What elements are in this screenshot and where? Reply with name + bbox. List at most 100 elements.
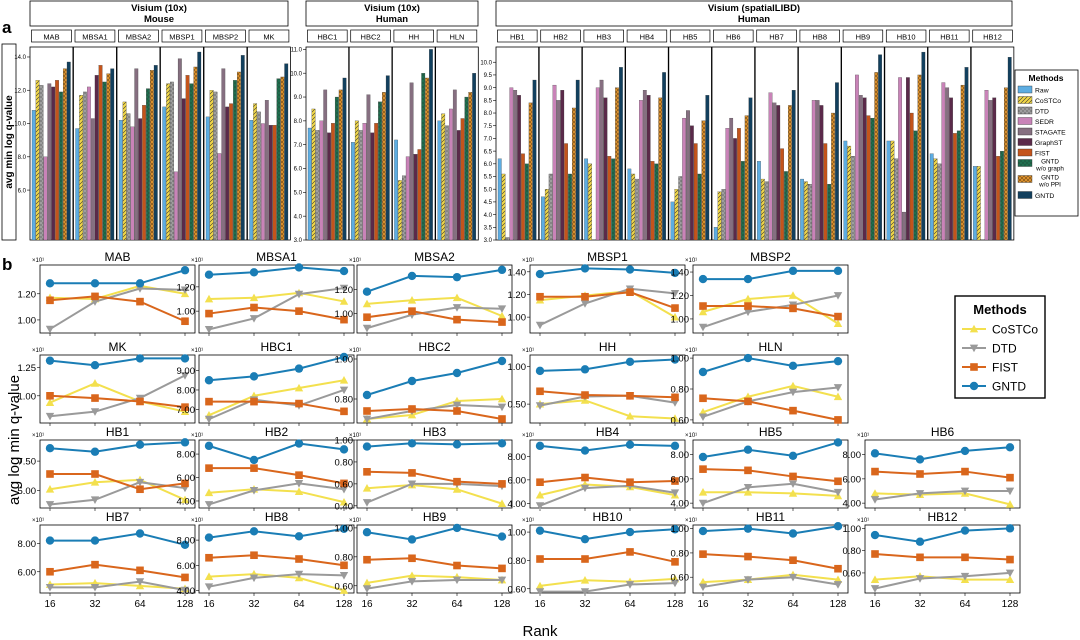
point-fist	[916, 553, 924, 562]
ytick-label: 0.80	[335, 552, 354, 563]
point-fist	[671, 558, 679, 566]
legend-a-swatch	[1017, 159, 1033, 167]
subplot-hb7: HB7 ×10¹ 6.00 8.00 16 32 64 128	[18, 510, 196, 610]
bar-sedr	[984, 90, 989, 241]
point-fist	[91, 560, 99, 569]
point-costco	[788, 381, 798, 390]
dataset-label: HBC1	[317, 32, 337, 41]
legend-a-label: SEDR	[1035, 119, 1054, 126]
point-dtd	[339, 386, 349, 395]
bar-stagate	[902, 211, 906, 241]
bar-sedr	[682, 117, 686, 241]
series-line-costco	[208, 488, 345, 504]
point-fist	[498, 318, 506, 326]
point-fist	[626, 288, 634, 296]
point-gntd	[535, 441, 545, 451]
bar-costco	[847, 145, 852, 241]
ytick-label: 0.60	[335, 581, 354, 592]
point-fist	[91, 394, 99, 402]
bar-graphst	[862, 97, 867, 241]
point-costco	[180, 407, 190, 416]
subplot-title: HB12	[927, 510, 957, 524]
ytick-label: 4.5	[484, 200, 493, 206]
point-fist	[1006, 555, 1014, 564]
bar-raw	[713, 227, 718, 241]
point-dtd	[45, 501, 55, 509]
bar-gntd-w-o-ppi	[425, 77, 429, 241]
point-gntd	[580, 365, 590, 374]
subplot-hbc2: HBC2 ×10¹ 0.80 1.00	[335, 340, 513, 426]
subplot-title: HBC2	[418, 340, 450, 354]
bar-fist	[331, 123, 335, 241]
series-line-gntd	[49, 357, 185, 367]
bar-raw	[800, 178, 804, 241]
bar-graphst	[733, 138, 737, 241]
point-costco	[698, 307, 708, 316]
ytick-label: 0.40	[335, 501, 354, 512]
series-line-costco	[366, 483, 503, 505]
legend-a-swatch	[1017, 127, 1033, 136]
point-gntd	[45, 356, 55, 365]
ytick-label: 0.60	[508, 584, 527, 595]
bar-gntd-w-o-graph	[611, 158, 616, 241]
point-gntd	[698, 526, 708, 536]
bar-gntd-w-o-ppi	[382, 92, 386, 241]
series-line-dtd	[208, 573, 345, 588]
bar-dtd	[505, 237, 510, 241]
point-gntd	[362, 442, 372, 451]
point-costco	[788, 489, 798, 497]
point-costco	[339, 376, 349, 384]
ytick-label: 7.50	[18, 457, 37, 468]
point-gntd	[670, 525, 680, 534]
bar-gntd	[662, 72, 666, 241]
subplot-hb2: HB2 ×10¹ 4.00 6.00 8.00	[177, 425, 355, 511]
point-gntd	[497, 265, 507, 275]
point-gntd	[743, 274, 753, 284]
subplot-multiplier: ×10¹	[685, 258, 697, 264]
bar-fist	[55, 80, 59, 241]
point-gntd	[180, 540, 190, 550]
ytick-label: 1.25	[18, 363, 37, 374]
point-costco	[743, 294, 753, 303]
point-fist	[699, 394, 707, 403]
point-costco	[45, 485, 55, 493]
point-dtd	[580, 484, 590, 493]
subplot-title: MAB	[104, 250, 130, 264]
bar-dtd	[83, 91, 87, 241]
bar-sedr	[595, 87, 600, 241]
point-fist	[626, 478, 634, 487]
bar-stagate	[264, 100, 269, 241]
series-line-fist	[49, 295, 186, 323]
point-costco	[452, 293, 462, 302]
ytick-label: 6.0	[484, 162, 493, 168]
series-line-dtd	[49, 374, 186, 418]
point-gntd	[339, 352, 349, 362]
point-gntd	[249, 268, 259, 277]
bar-sedr	[941, 82, 946, 241]
point-gntd	[743, 445, 753, 454]
ytick-label: 1.20	[177, 282, 196, 293]
point-fist	[671, 304, 679, 312]
bar-stagate	[513, 90, 518, 241]
point-fist	[626, 548, 634, 556]
xtick-label: 64	[959, 599, 971, 610]
point-fist	[340, 479, 348, 488]
xtick-label: 16	[869, 599, 881, 610]
bar-sedr	[174, 171, 178, 241]
point-costco	[180, 495, 190, 504]
ytick-label: 0.80	[335, 457, 354, 468]
ytick-label: 0.80	[671, 385, 690, 396]
series-line-dtd	[49, 481, 186, 506]
series-line-fist	[702, 468, 839, 483]
bar-stagate	[221, 68, 226, 241]
point-fist	[453, 315, 461, 324]
series-line-dtd	[702, 386, 839, 418]
series-line-costco	[702, 384, 839, 414]
point-gntd	[535, 526, 545, 535]
point-costco	[670, 414, 680, 422]
series-line-costco	[208, 291, 345, 303]
point-dtd	[90, 408, 100, 416]
bar-stagate	[642, 90, 647, 241]
bar-costco	[976, 166, 981, 241]
subplot-multiplier: ×10¹	[685, 433, 697, 439]
